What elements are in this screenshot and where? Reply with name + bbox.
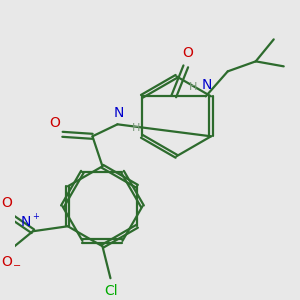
Text: N: N [20, 215, 31, 229]
Text: H: H [131, 123, 140, 133]
Text: H: H [189, 82, 197, 92]
Text: O: O [182, 46, 193, 60]
Text: N: N [113, 106, 124, 120]
Text: +: + [32, 212, 39, 221]
Text: O: O [2, 255, 12, 269]
Text: O: O [2, 196, 12, 210]
Text: N: N [202, 78, 212, 92]
Text: −: − [13, 261, 21, 271]
Text: Cl: Cl [105, 284, 118, 298]
Text: O: O [49, 116, 60, 130]
